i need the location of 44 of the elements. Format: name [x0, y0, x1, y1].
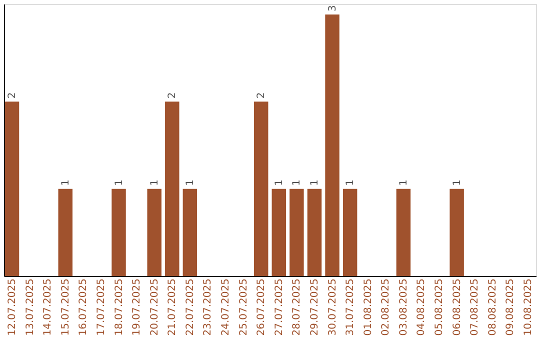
x-tick-label: 29.07.2025 — [309, 278, 320, 336]
data-label: 1 — [292, 179, 303, 186]
x-tick-label: 04.08.2025 — [416, 278, 428, 336]
x-tick-label: 18.07.2025 — [114, 278, 125, 336]
x-tick-label: 14.07.2025 — [42, 278, 54, 336]
data-label: 1 — [398, 179, 410, 186]
x-tick-label: 25.07.2025 — [238, 278, 250, 336]
x-tick-label: 23.07.2025 — [202, 278, 214, 336]
data-label: 1 — [452, 179, 463, 186]
x-tick-label: 10.08.2025 — [522, 278, 534, 336]
data-label: 1 — [184, 179, 196, 186]
data-label: 1 — [149, 179, 160, 186]
data-label: 3 — [327, 5, 338, 12]
data-label: 1 — [60, 179, 72, 186]
x-tick-label: 20.07.2025 — [149, 278, 160, 336]
data-label: 1 — [345, 179, 356, 186]
x-tick-label: 22.07.2025 — [184, 278, 196, 336]
x-tick-label: 16.07.2025 — [78, 278, 90, 336]
x-tick-label: 08.08.2025 — [487, 278, 498, 336]
x-tick-label: 12.07.2025 — [7, 278, 18, 336]
x-tick-label: 07.08.2025 — [470, 278, 481, 336]
x-tick-label: 21.07.2025 — [167, 278, 178, 336]
x-tick-label: 28.07.2025 — [292, 278, 303, 336]
data-label: 2 — [167, 92, 178, 99]
x-tick-label: 27.07.2025 — [274, 278, 285, 336]
x-tick-label: 01.08.2025 — [362, 278, 374, 336]
x-tick-label: 15.07.2025 — [60, 278, 72, 336]
data-label: 2 — [256, 92, 268, 99]
x-tick-label: 17.07.2025 — [96, 278, 107, 336]
x-tick-label: 26.07.2025 — [256, 278, 268, 336]
x-tick-label: 30.07.2025 — [327, 278, 338, 336]
x-tick-label: 13.07.2025 — [24, 278, 36, 336]
data-label: 1 — [274, 179, 285, 186]
data-label: 1 — [309, 179, 320, 186]
x-tick-label: 31.07.2025 — [345, 278, 356, 336]
x-tick-label: 06.08.2025 — [452, 278, 463, 336]
x-tick-label: 09.08.2025 — [505, 278, 516, 336]
data-label: 1 — [114, 179, 125, 186]
data-label: 2 — [7, 92, 18, 99]
x-tick-label: 24.07.2025 — [220, 278, 232, 336]
x-tick-label: 05.08.2025 — [434, 278, 446, 336]
x-tick-label: 03.08.2025 — [398, 278, 410, 336]
x-tick-label: 02.08.2025 — [380, 278, 392, 336]
x-tick-label: 19.07.2025 — [132, 278, 143, 336]
